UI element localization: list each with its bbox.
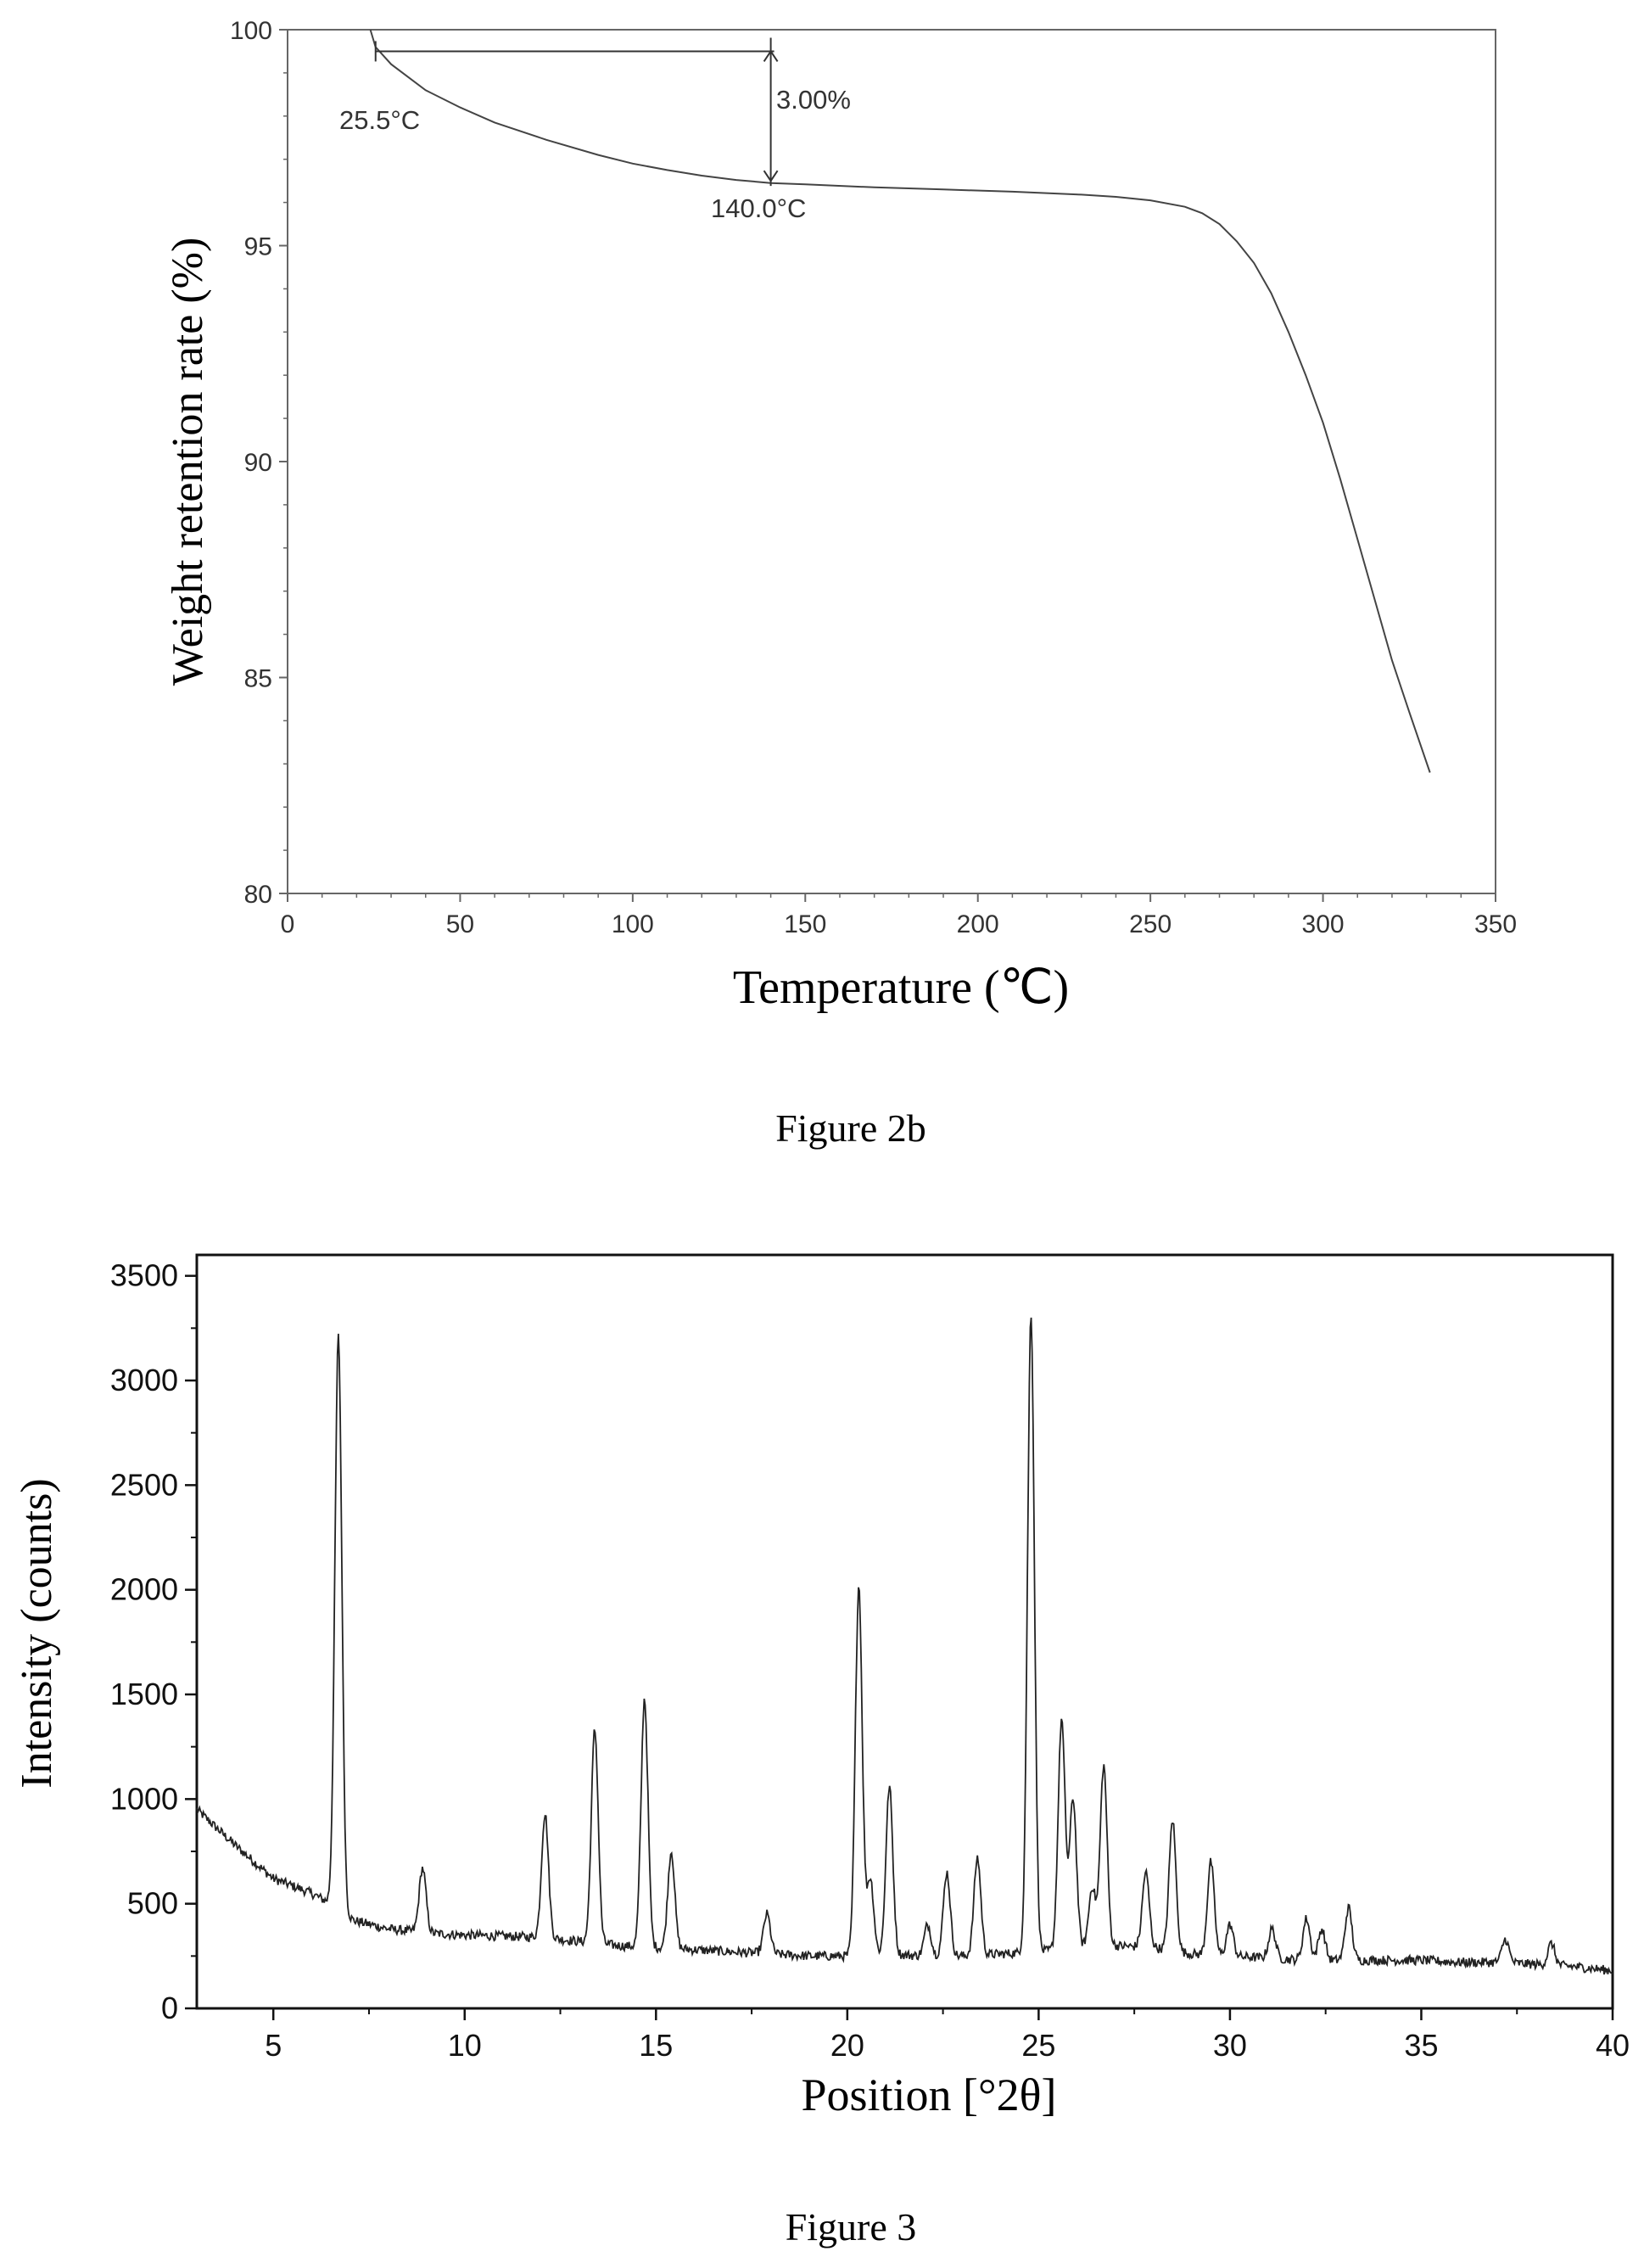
tga-x-tick-label: 50 — [446, 910, 474, 938]
tga-chart: 80 85 90 95 100 0 50 100 150 200 250 300 350 25.5°C… — [164, 17, 1517, 1150]
xrd-caption: Figure 3 — [786, 2205, 917, 2248]
tga-end-label: 140.0°C — [711, 193, 806, 223]
tga-x-tick-label: 350 — [1474, 910, 1517, 938]
xrd-x-tick-label: 10 — [448, 2028, 482, 2063]
xrd-y-tick-label: 0 — [161, 1991, 178, 2025]
xrd-x-tick-label: 15 — [639, 2028, 673, 2063]
xrd-series-line — [196, 1317, 1613, 1975]
tga-annotations: 25.5°C 140.0°C 3.00% — [339, 37, 851, 223]
xrd-y-tick-label: 3000 — [110, 1363, 178, 1397]
tga-x-tick-label: 150 — [784, 910, 826, 938]
xrd-y-tick-label: 2500 — [110, 1467, 178, 1502]
xrd-x-tick-label: 35 — [1404, 2028, 1438, 2063]
tga-x-axis-title: Temperature (℃) — [733, 961, 1069, 1014]
tga-x-tick-label: 200 — [957, 910, 999, 938]
xrd-x-tick-label: 20 — [830, 2028, 864, 2063]
xrd-y-tick-label: 500 — [127, 1886, 178, 1921]
xrd-y-tick-label: 2000 — [110, 1572, 178, 1607]
tga-y-tick-label: 85 — [244, 665, 272, 693]
tga-caption: Figure 2b — [775, 1106, 926, 1150]
xrd-x-tick-label: 40 — [1596, 2028, 1630, 2063]
tga-loss-label: 3.00% — [776, 85, 851, 115]
tga-plot-frame — [287, 29, 1496, 894]
xrd-plot-frame — [195, 1253, 1614, 2010]
tga-y-tick-label: 80 — [244, 881, 272, 909]
tga-start-label: 25.5°C — [339, 105, 420, 135]
xrd-x-tick-label: 30 — [1213, 2028, 1247, 2063]
tga-arrow-down — [763, 170, 779, 182]
tga-x-tick-label: 250 — [1129, 910, 1171, 938]
xrd-y-axis-title: Intensity (counts) — [13, 1478, 61, 1788]
tga-x-tick-label: 300 — [1302, 910, 1345, 938]
xrd-chart: 0 500 1000 1500 2000 2500 3000 3500 5 10 15 20 25 30… — [13, 1253, 1630, 2248]
xrd-y-tick-label: 3500 — [110, 1258, 178, 1293]
xrd-x-tick-label: 5 — [265, 2028, 282, 2063]
tga-series-line — [369, 29, 1431, 773]
tga-x-tick-label: 100 — [612, 910, 654, 938]
tga-arrow-up — [763, 49, 779, 63]
tga-y-tick-label: 90 — [244, 449, 272, 477]
xrd-x-tick-label: 25 — [1021, 2028, 1055, 2063]
tga-x-tick-label: 0 — [281, 910, 295, 938]
tga-y-axis-title: Weight retention rate (%) — [164, 238, 212, 686]
xrd-y-tick-label: 1500 — [110, 1677, 178, 1711]
xrd-x-axis-title: Position [°2θ] — [802, 2069, 1057, 2120]
tga-y-tick-label: 100 — [230, 17, 272, 45]
xrd-y-tick-label: 1000 — [110, 1781, 178, 1816]
tga-y-tick-label: 95 — [244, 233, 272, 261]
